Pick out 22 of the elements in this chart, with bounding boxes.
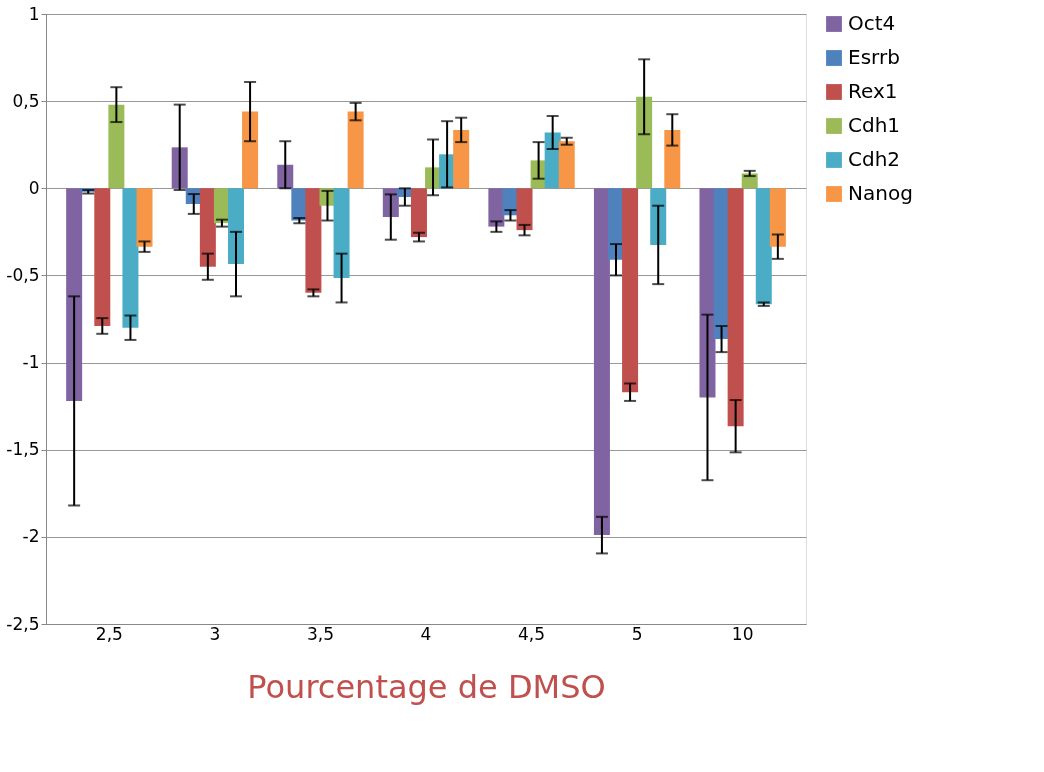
x-tick-label: 3 [209,623,221,644]
y-tick-label: -2 [22,526,40,547]
y-tick-label: -2,5 [6,613,40,634]
y-tick-label: -1,5 [6,439,40,460]
x-tick-label: 5 [631,623,643,644]
x-tick-label: 4 [420,623,432,644]
x-tick-label: 10 [731,623,754,644]
y-tick-label: 0 [28,177,40,198]
legend-label: Rex1 [848,79,898,103]
y-tick-label: -1 [22,352,40,373]
legend-label: Cdh1 [848,113,901,137]
legend-label: Cdh2 [848,147,901,171]
legend-label: Esrrb [848,45,900,69]
legend-label: Oct4 [848,11,896,35]
x-tick-label: 3,5 [306,623,334,644]
y-tick-label: 0,5 [12,90,40,111]
legend-label: Nanog [848,181,913,205]
y-tick-label: 1 [28,3,40,24]
x-tick-label: 4,5 [518,623,546,644]
x-axis-title: Pourcentage de DMSO [247,667,606,706]
y-tick-label: -0,5 [6,264,40,285]
x-tick-label: 2,5 [95,623,123,644]
